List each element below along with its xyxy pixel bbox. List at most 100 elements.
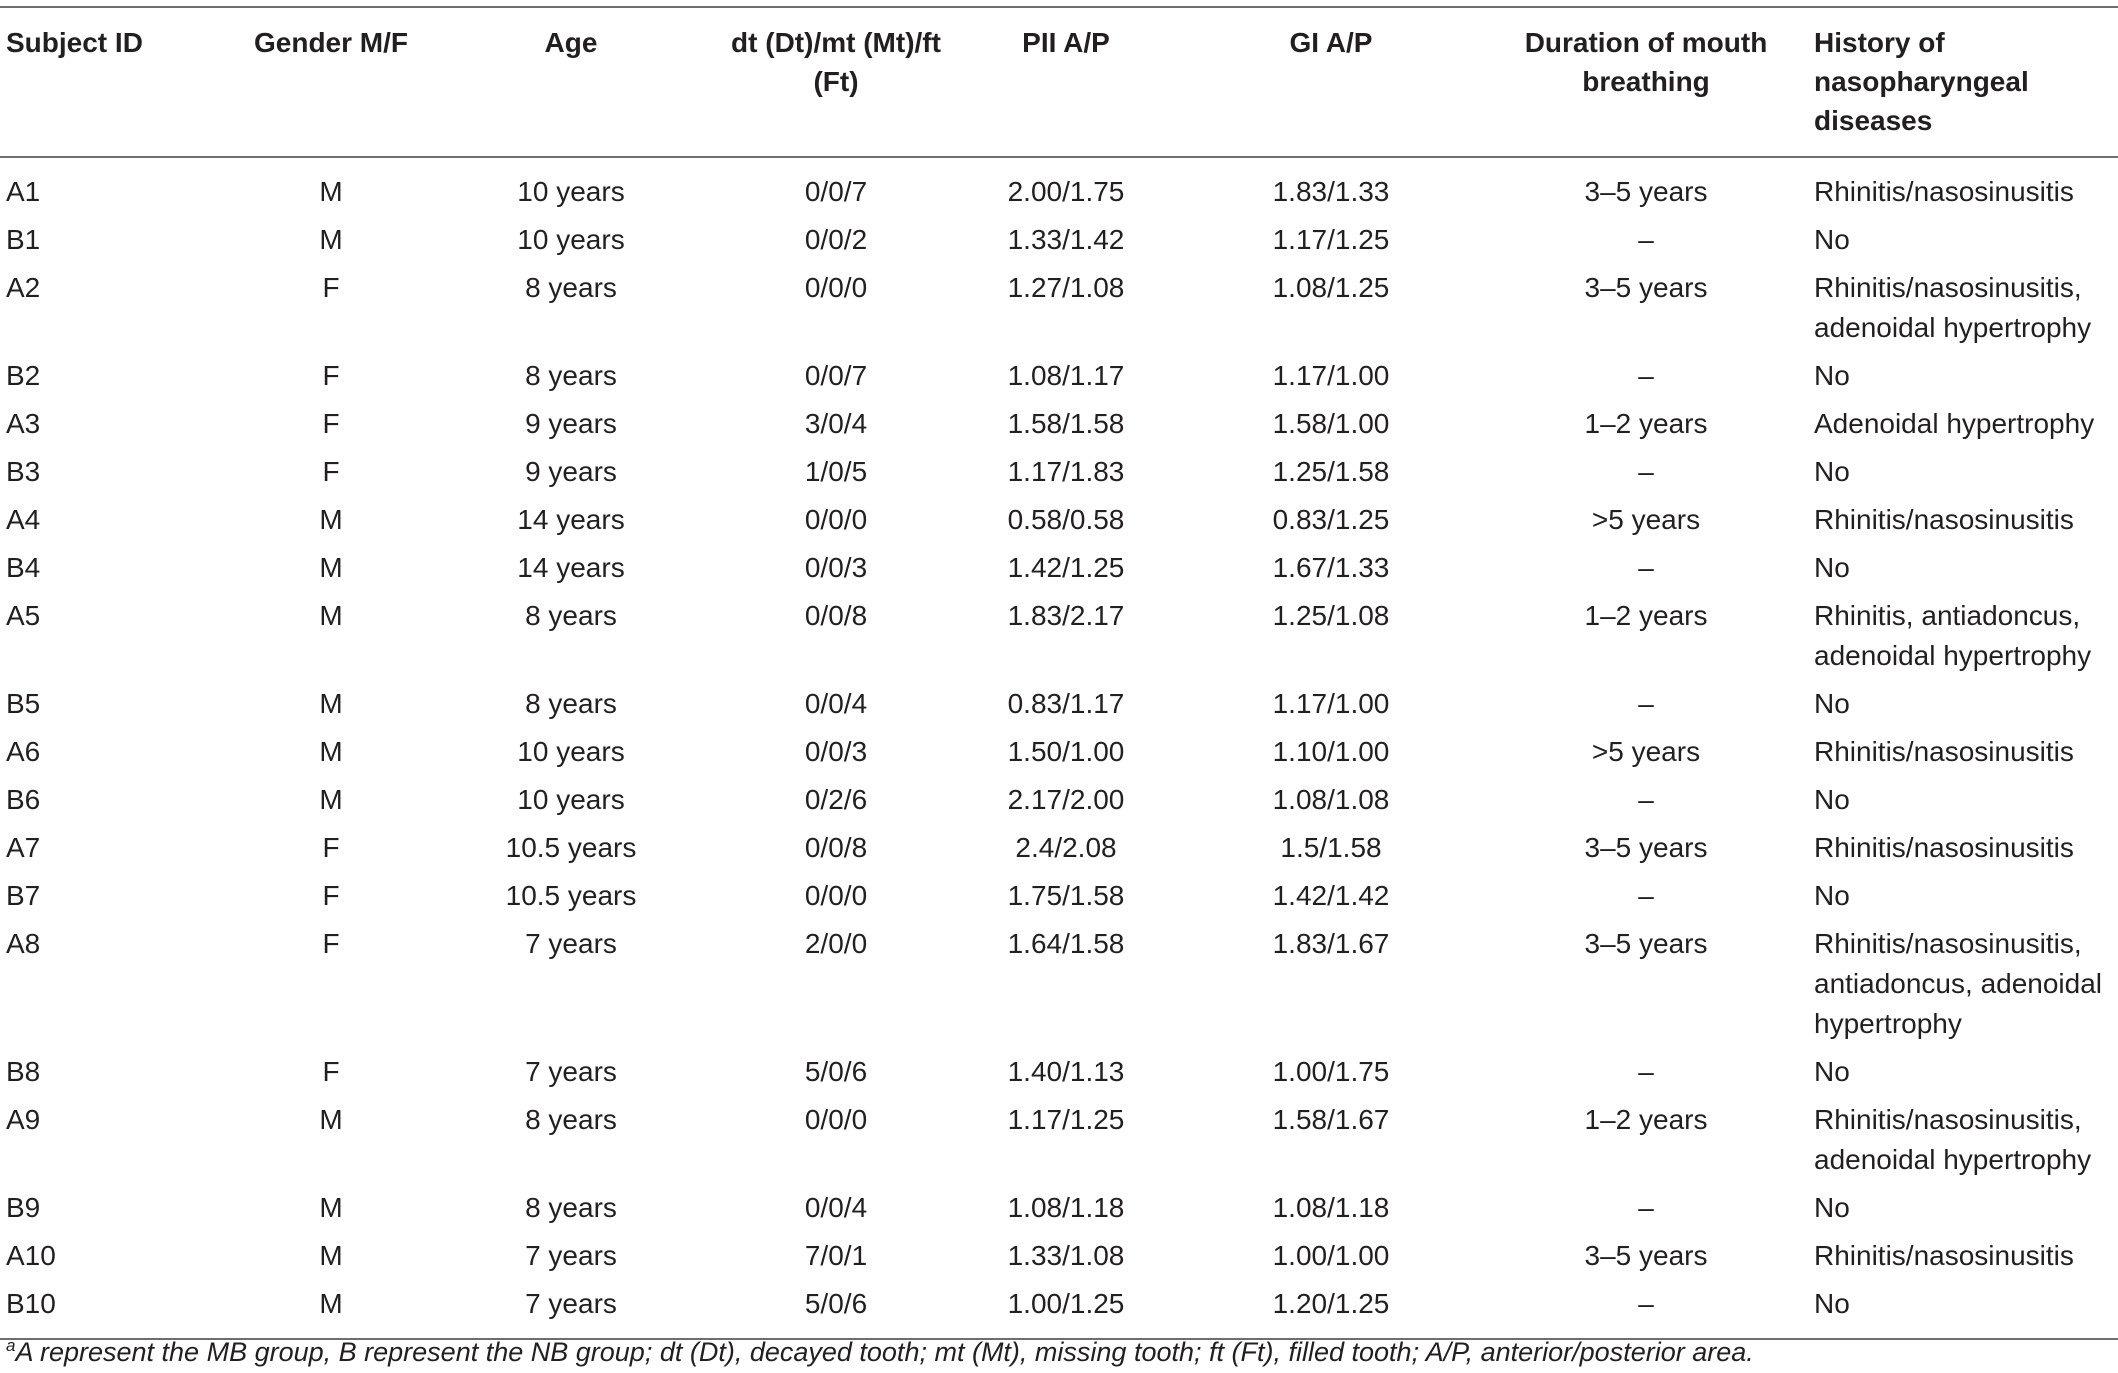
cell-subject-id: B3	[6, 456, 41, 487]
cell-dmft: 0/0/2	[804, 224, 868, 255]
header-gender: Gender M/F	[253, 27, 408, 58]
cell-pii: 1.64/1.58	[1007, 928, 1125, 959]
table-row: A3 F 9 years 3/0/4 1.58/1.58 1.58/1.00 1–2 yea…	[0, 400, 2118, 448]
cell-gender: M	[319, 552, 343, 583]
header-subject-id: Subject ID	[6, 27, 143, 58]
cell-pii: 1.42/1.25	[1007, 552, 1125, 583]
cell-age: 8 years	[525, 688, 617, 719]
cell-gi: 1.08/1.25	[1272, 272, 1390, 303]
cell-subject-id: A6	[6, 736, 41, 767]
cell-gi: 1.00/1.00	[1272, 1240, 1390, 1271]
header-age: Age	[544, 27, 598, 58]
cell-history: Rhinitis, antiadoncus, adenoidal hypertr…	[1814, 600, 2092, 671]
table-row: A5 M 8 years 0/0/8 1.83/2.17 1.25/1.08 1–2 yea…	[0, 592, 2118, 680]
cell-pii: 0.58/0.58	[1007, 504, 1125, 535]
cell-subject-id: A7	[6, 832, 41, 863]
cell-history: Rhinitis/nasosinusitis	[1814, 1240, 2074, 1271]
cell-gender: F	[322, 272, 340, 303]
cell-duration: 3–5 years	[1584, 928, 1708, 959]
cell-dmft: 5/0/6	[804, 1288, 868, 1319]
cell-gi: 1.25/1.58	[1272, 456, 1390, 487]
cell-pii: 1.08/1.18	[1007, 1192, 1125, 1223]
cell-gender: M	[319, 736, 343, 767]
subjects-table: Subject ID Gender M/F Age dt (Dt)/mt (Mt…	[0, 6, 2118, 1340]
cell-duration: –	[1638, 1056, 1654, 1087]
cell-subject-id: B4	[6, 552, 41, 583]
header-duration: Duration of mouth breathing	[1524, 27, 1768, 97]
cell-dmft: 7/0/1	[804, 1240, 868, 1271]
cell-pii: 1.83/2.17	[1007, 600, 1125, 631]
cell-duration: 1–2 years	[1584, 1104, 1708, 1135]
cell-gender: F	[322, 360, 340, 391]
cell-dmft: 0/0/7	[804, 176, 868, 207]
table-header: Subject ID Gender M/F Age dt (Dt)/mt (Mt…	[0, 7, 2118, 157]
header-pii: PII A/P	[1022, 27, 1110, 58]
table-row: B9 M 8 years 0/0/4 1.08/1.18 1.08/1.18 – No	[0, 1184, 2118, 1232]
cell-pii: 2.4/2.08	[1015, 832, 1117, 863]
cell-duration: –	[1638, 1288, 1654, 1319]
cell-history: Rhinitis/nasosinusitis	[1814, 176, 2074, 207]
cell-age: 8 years	[525, 600, 617, 631]
cell-history: No	[1814, 880, 1850, 911]
cell-dmft: 2/0/0	[804, 928, 868, 959]
cell-history: No	[1814, 1192, 1850, 1223]
table-row: A8 F 7 years 2/0/0 1.64/1.58 1.83/1.67 3–5 yea…	[0, 920, 2118, 1048]
footnote-text: A represent the MB group, B represent th…	[15, 1337, 1754, 1367]
cell-dmft: 3/0/4	[804, 408, 868, 439]
cell-history: Rhinitis/nasosinusitis	[1814, 736, 2074, 767]
cell-dmft: 0/0/0	[804, 504, 868, 535]
cell-subject-id: A4	[6, 504, 41, 535]
header-row: Subject ID Gender M/F Age dt (Dt)/mt (Mt…	[0, 7, 2118, 157]
cell-gender: M	[319, 784, 343, 815]
cell-duration: >5 years	[1591, 504, 1701, 535]
cell-dmft: 1/0/5	[804, 456, 868, 487]
table-row: A6 M 10 years 0/0/3 1.50/1.00 1.10/1.00 >5 yea…	[0, 728, 2118, 776]
cell-history: No	[1814, 224, 1850, 255]
cell-age: 10.5 years	[505, 880, 637, 911]
cell-age: 14 years	[517, 504, 625, 535]
cell-gi: 1.58/1.00	[1272, 408, 1390, 439]
cell-gender: M	[319, 176, 343, 207]
cell-gender: M	[319, 1192, 343, 1223]
cell-dmft: 0/0/3	[804, 736, 868, 767]
cell-age: 10 years	[517, 176, 625, 207]
cell-gi: 0.83/1.25	[1272, 504, 1390, 535]
cell-dmft: 0/0/8	[804, 832, 868, 863]
header-dmft: dt (Dt)/mt (Mt)/ft (Ft)	[731, 27, 941, 97]
table-row: A4 M 14 years 0/0/0 0.58/0.58 0.83/1.25 >5 yea…	[0, 496, 2118, 544]
cell-gender: M	[319, 1240, 343, 1271]
cell-dmft: 0/0/4	[804, 1192, 868, 1223]
cell-gi: 1.20/1.25	[1272, 1288, 1390, 1319]
table-row: B4 M 14 years 0/0/3 1.42/1.25 1.67/1.33 – No	[0, 544, 2118, 592]
cell-dmft: 0/0/8	[804, 600, 868, 631]
cell-duration: 1–2 years	[1584, 408, 1708, 439]
cell-duration: 3–5 years	[1584, 832, 1708, 863]
table-row: B8 F 7 years 5/0/6 1.40/1.13 1.00/1.75 – No	[0, 1048, 2118, 1096]
cell-pii: 1.75/1.58	[1007, 880, 1125, 911]
table-row: A7 F 10.5 years 0/0/8 2.4/2.08 1.5/1.58 3–5 ye…	[0, 824, 2118, 872]
cell-gi: 1.83/1.67	[1272, 928, 1390, 959]
cell-dmft: 0/0/0	[804, 1104, 868, 1135]
cell-subject-id: A8	[6, 928, 41, 959]
cell-dmft: 0/0/7	[804, 360, 868, 391]
cell-duration: –	[1638, 880, 1654, 911]
cell-age: 7 years	[525, 928, 617, 959]
cell-history: No	[1814, 552, 1850, 583]
cell-age: 7 years	[525, 1056, 617, 1087]
cell-age: 10.5 years	[505, 832, 637, 863]
cell-gender: M	[319, 504, 343, 535]
cell-duration: 1–2 years	[1584, 600, 1708, 631]
table-row: A10 M 7 years 7/0/1 1.33/1.08 1.00/1.00 3–5 ye…	[0, 1232, 2118, 1280]
cell-gender: F	[322, 456, 340, 487]
cell-duration: 3–5 years	[1584, 176, 1708, 207]
cell-age: 10 years	[517, 736, 625, 767]
cell-duration: –	[1638, 224, 1654, 255]
cell-subject-id: A9	[6, 1104, 41, 1135]
cell-pii: 1.58/1.58	[1007, 408, 1125, 439]
cell-age: 7 years	[525, 1240, 617, 1271]
cell-gi: 1.17/1.25	[1272, 224, 1390, 255]
cell-subject-id: A10	[6, 1240, 56, 1271]
cell-gi: 1.08/1.18	[1272, 1192, 1390, 1223]
cell-gender: M	[319, 1104, 343, 1135]
